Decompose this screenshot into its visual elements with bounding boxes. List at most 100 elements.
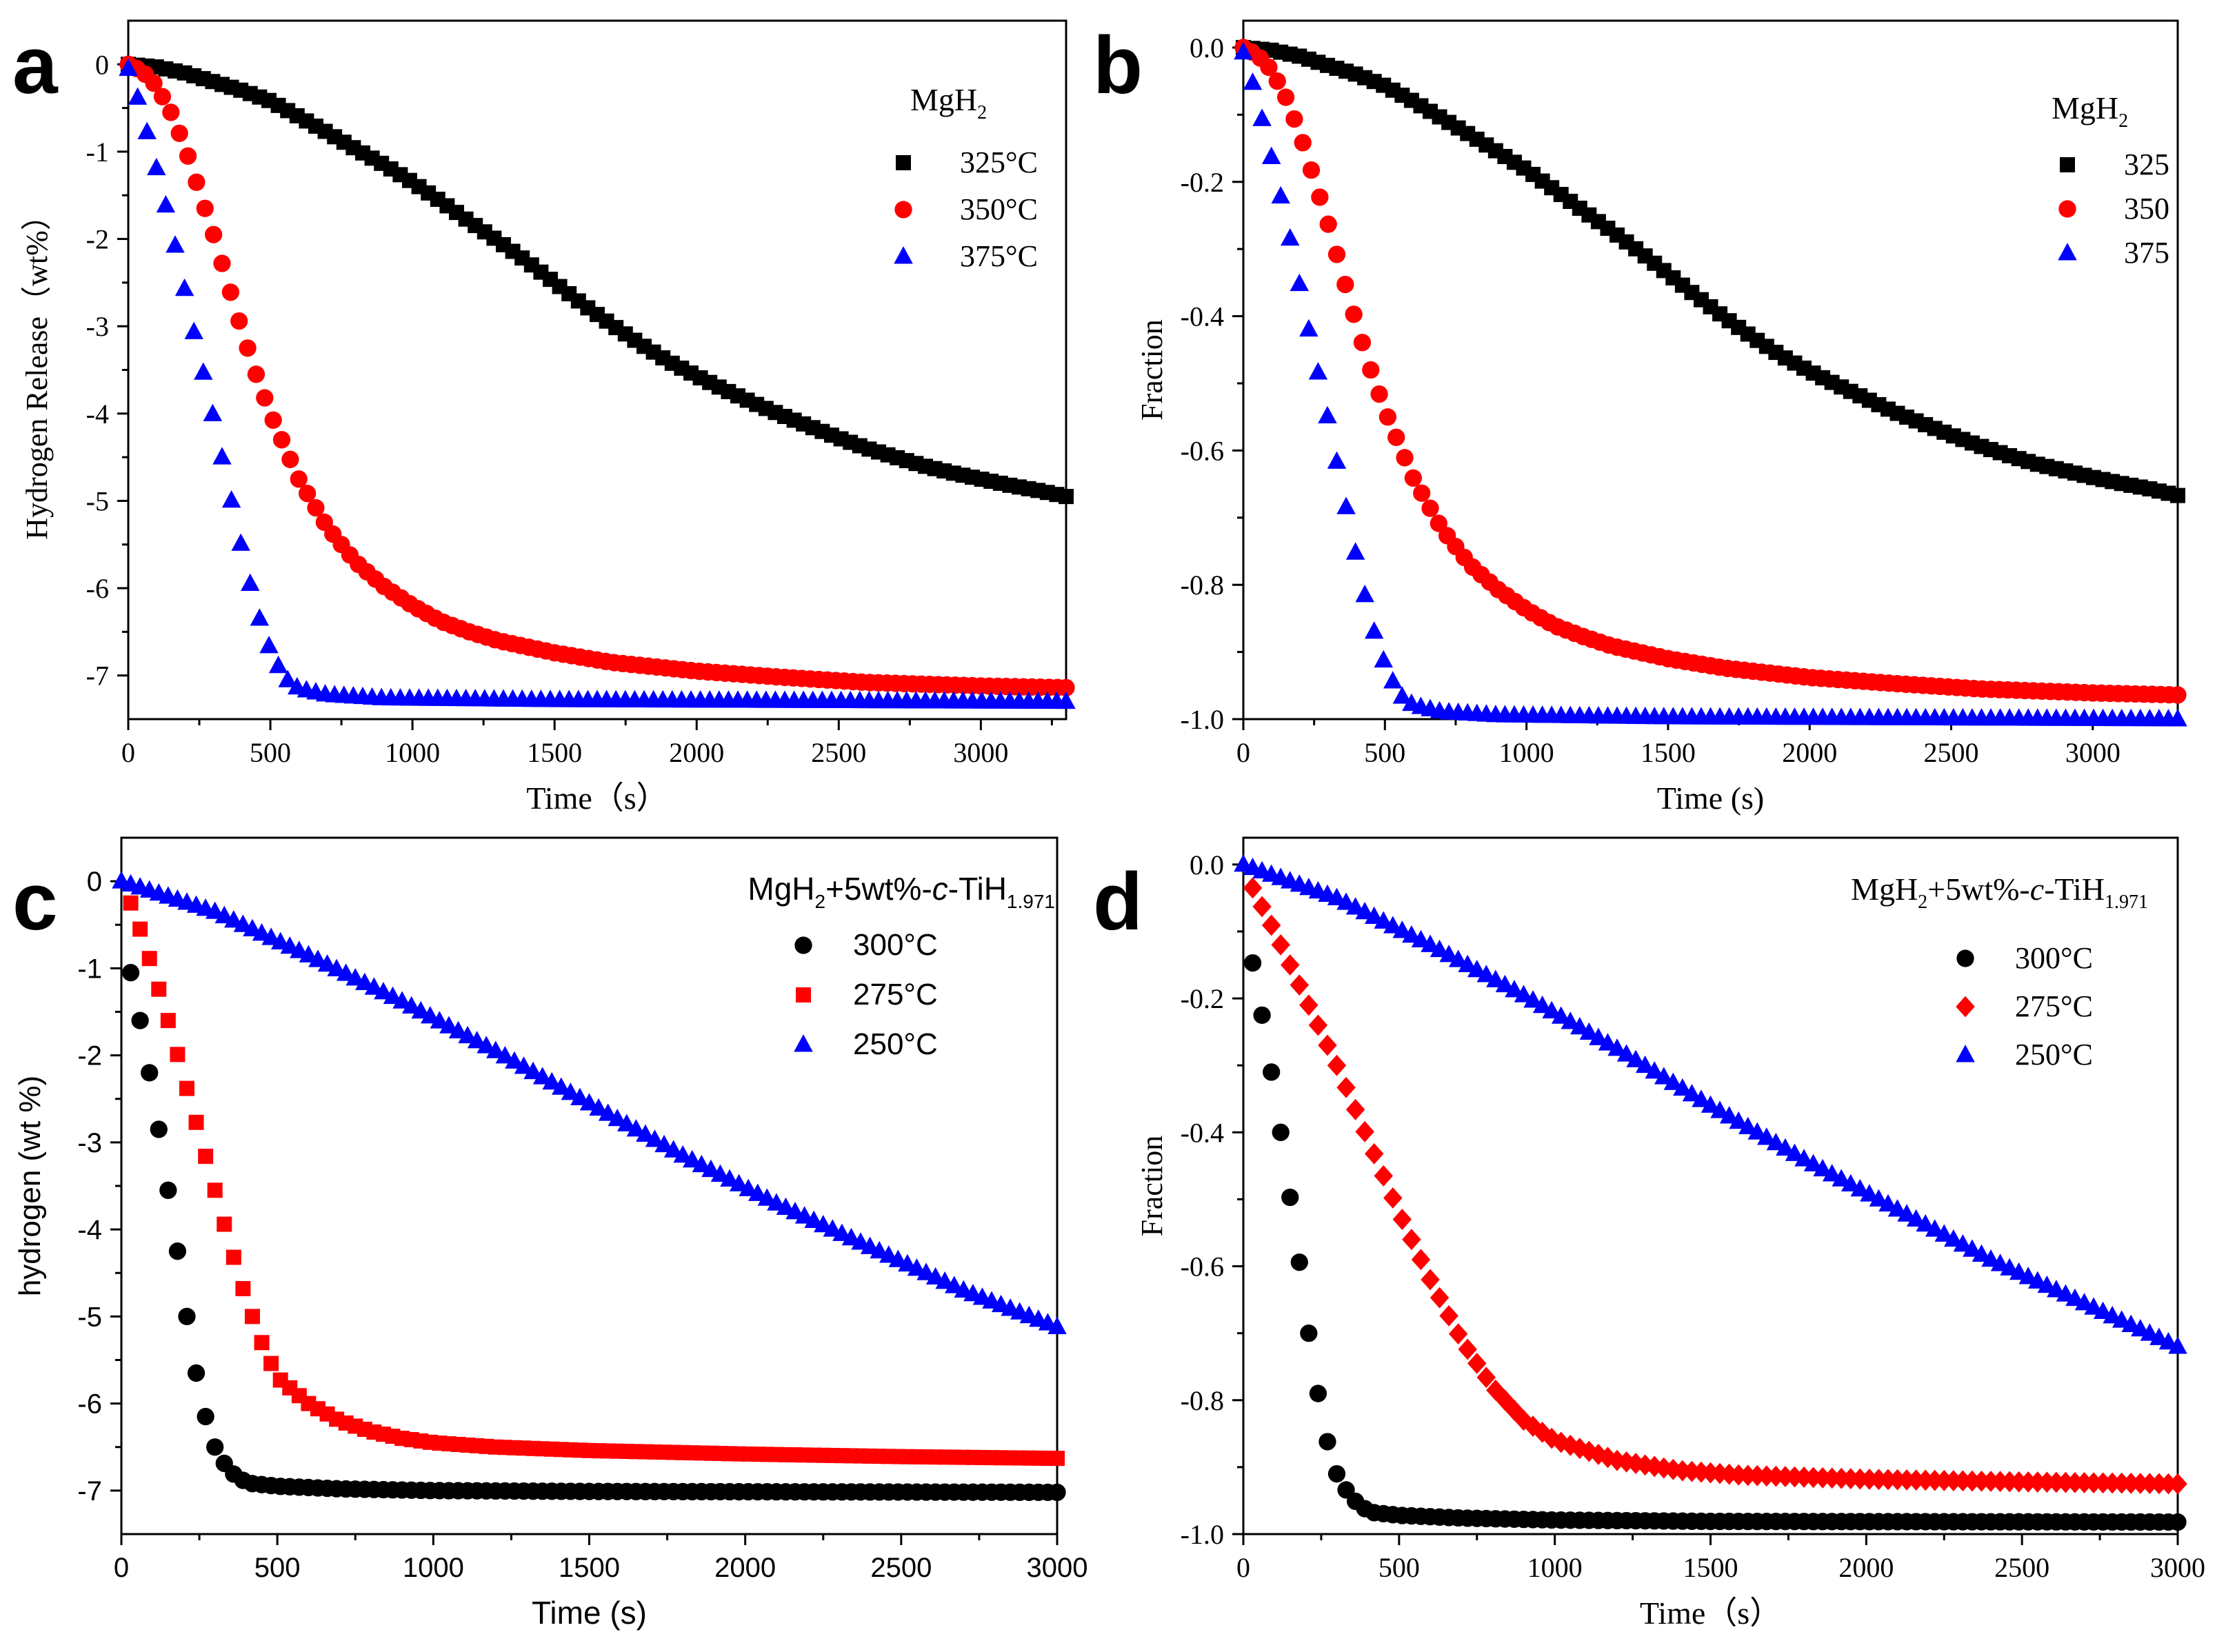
data-point [1803, 1154, 1823, 1171]
data-point [1374, 911, 1393, 929]
data-point [1345, 897, 1365, 915]
data-point [1561, 1011, 1580, 1029]
data-point [1551, 1006, 1571, 1024]
data-point [1626, 1049, 1645, 1067]
data-point [221, 490, 241, 508]
y-tick-label: -0.8 [1181, 570, 1224, 601]
data-point [1589, 1444, 1608, 1465]
data-point [1701, 1095, 1721, 1113]
data-point [1822, 1467, 1842, 1489]
data-point [1281, 954, 1300, 976]
data-point [364, 977, 384, 995]
data-point [477, 1036, 496, 1054]
data-point [137, 121, 157, 139]
y-tick-label: -2 [77, 1041, 102, 1071]
x-tick-label: 0 [1236, 737, 1250, 768]
series-300°C [1243, 954, 2187, 1531]
data-point [1290, 273, 1310, 292]
y-axis-label: Fraction [1135, 319, 1169, 421]
y-tick-label: -0.8 [1181, 1385, 1224, 1416]
data-point [1682, 1084, 1702, 1102]
data-point [1458, 954, 1477, 972]
data-point [392, 991, 412, 1009]
data-point [1345, 542, 1365, 560]
x-tick-label: 1500 [559, 1553, 620, 1583]
y-tick-label: -5 [77, 1302, 102, 1332]
data-point [170, 124, 188, 142]
data-point [1710, 1100, 1729, 1118]
data-point [1392, 1209, 1412, 1230]
x-tick-label: 0 [114, 1553, 129, 1583]
data-point [264, 411, 282, 429]
data-point [796, 987, 811, 1003]
data-point [231, 533, 250, 551]
data-point [1925, 1219, 1945, 1237]
data-point [1309, 1384, 1327, 1402]
series-300°C [121, 964, 1066, 1502]
data-point [1057, 678, 1075, 697]
data-point [263, 1356, 279, 1371]
data-point [290, 470, 308, 488]
y-tick-label: 0 [95, 49, 109, 80]
x-tick-label: 500 [250, 737, 291, 768]
data-point [894, 201, 912, 219]
x-tick-label: 1500 [527, 737, 582, 768]
x-axis-label: Time (s) [1657, 780, 1765, 816]
data-point [151, 981, 167, 997]
data-point [1439, 1305, 1458, 1327]
series-325°C [121, 57, 1074, 505]
y-tick-label: 0.0 [1190, 849, 1224, 880]
data-point [1355, 585, 1374, 603]
data-point [1318, 405, 1337, 424]
data-point [748, 1183, 768, 1201]
panel-letter: a [12, 20, 59, 111]
data-point [1402, 1229, 1421, 1251]
data-point [1364, 1142, 1384, 1165]
y-axis-label: hydrogen (wt %) [13, 1076, 47, 1296]
data-point [1956, 1045, 1975, 1062]
legend: MgH2+5wt%-c-TiH1.971 300°C 275°C 250°C [1851, 872, 2148, 1071]
data-point [626, 1119, 646, 1137]
data-point [1281, 1188, 1299, 1207]
data-point [1336, 1076, 1356, 1098]
data-point [421, 1006, 440, 1024]
data-point [1766, 1132, 1786, 1151]
data-point [298, 485, 317, 503]
data-point [1906, 1209, 1926, 1227]
data-point [1318, 1433, 1336, 1451]
data-point [1290, 1253, 1308, 1271]
data-point [1532, 995, 1552, 1014]
data-point [757, 1188, 777, 1206]
data-point [1268, 72, 1286, 90]
data-point [1476, 965, 1496, 983]
y-axis-label: Hydrogen Release（wt%） [20, 200, 54, 539]
x-tick-label: 2000 [669, 737, 724, 768]
data-point [439, 1016, 459, 1034]
data-point [1364, 906, 1384, 925]
data-point [1467, 1352, 1487, 1374]
data-point [272, 431, 291, 449]
data-point [2168, 709, 2187, 727]
data-point [720, 1169, 739, 1187]
data-point [1505, 980, 1524, 998]
data-point [1579, 1022, 1599, 1040]
data-point [1285, 110, 1303, 128]
data-point [178, 1307, 196, 1326]
series-275°C [123, 895, 1065, 1467]
y-tick-label: -5 [86, 485, 109, 516]
data-point [159, 1181, 177, 1199]
x-tick-label: 500 [254, 1553, 301, 1583]
data-point [1542, 1000, 1561, 1018]
legend-label: 275°C [853, 978, 938, 1011]
data-point [188, 173, 205, 191]
data-point [1794, 1149, 1814, 1167]
data-point [1476, 1367, 1496, 1389]
data-point [1458, 1338, 1477, 1360]
data-point [1336, 892, 1356, 910]
data-point [198, 1149, 214, 1165]
data-point [1906, 1469, 1926, 1491]
legend: MgH2 325°C 350°C 375°C [894, 82, 1038, 273]
data-point [1290, 974, 1310, 996]
